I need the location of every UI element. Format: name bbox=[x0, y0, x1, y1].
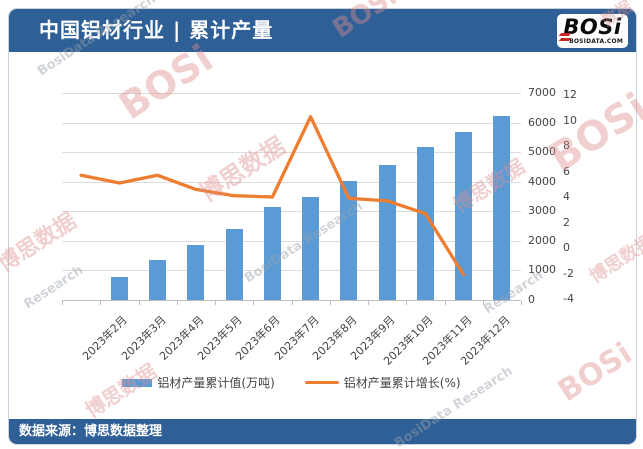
gridline bbox=[62, 211, 521, 212]
x-axis-line bbox=[62, 300, 521, 301]
bar-2023年2月 bbox=[110, 277, 128, 300]
axis-tick bbox=[521, 301, 522, 305]
axis-tick bbox=[138, 301, 140, 305]
gridline bbox=[62, 93, 521, 94]
gridline bbox=[62, 123, 521, 124]
growth-line bbox=[79, 115, 466, 277]
brand-logo: BOSi BOSIDATA.COM bbox=[557, 14, 628, 48]
value-axis-label: 6000 bbox=[528, 115, 556, 129]
legend-item-bar: 铝材产量累计值(万吨) bbox=[122, 374, 275, 391]
axis-tick bbox=[291, 301, 293, 305]
value-axis-label: 2000 bbox=[528, 233, 556, 247]
legend: 铝材产量累计值(万吨) 铝材产量累计增长(%) bbox=[62, 374, 521, 391]
percent-axis-label: 12 bbox=[563, 88, 577, 101]
percent-axis-label: -2 bbox=[563, 266, 574, 280]
percent-axis-label: 4 bbox=[563, 190, 570, 203]
bar-2023年12月 bbox=[493, 115, 511, 300]
legend-item-line: 铝材产量累计增长(%) bbox=[304, 374, 461, 391]
percent-axis-label: 10 bbox=[563, 113, 577, 127]
axis-tick bbox=[253, 301, 255, 305]
value-axis-label: 5000 bbox=[528, 145, 556, 159]
legend-label-bar: 铝材产量累计值(万吨) bbox=[157, 376, 275, 390]
axis-tick bbox=[406, 301, 408, 305]
bar-2023年4月 bbox=[187, 244, 205, 300]
bar-2023年11月 bbox=[455, 132, 473, 300]
value-axis-label: 0 bbox=[528, 293, 535, 306]
percent-axis-label: -4 bbox=[563, 292, 574, 305]
value-axis-label: 4000 bbox=[528, 174, 556, 188]
axis-tick bbox=[62, 301, 63, 305]
gridline bbox=[62, 152, 521, 153]
percent-axis-label: 0 bbox=[563, 241, 570, 254]
footer-band: 数据来源：博思数据整理 bbox=[9, 419, 636, 444]
axis-tick bbox=[100, 301, 102, 305]
growth-line-chart bbox=[79, 115, 466, 277]
bar-2023年10月 bbox=[416, 147, 434, 300]
gridline bbox=[62, 270, 521, 271]
bar-2023年6月 bbox=[263, 207, 281, 300]
percent-axis-label: 8 bbox=[563, 139, 570, 152]
bar-2023年7月 bbox=[302, 197, 320, 300]
axis-tick bbox=[482, 301, 484, 305]
axis-tick bbox=[329, 301, 331, 305]
data-source-text: 数据来源：博思数据整理 bbox=[19, 424, 163, 439]
gridline bbox=[62, 182, 521, 183]
percent-axis-label: 2 bbox=[563, 215, 570, 229]
legend-label-line: 铝材产量累计增长(%) bbox=[343, 376, 461, 390]
page-title: 中国铝材行业 | 累计产量 bbox=[39, 18, 274, 42]
axis-tick bbox=[215, 301, 216, 305]
value-axis-label: 7000 bbox=[528, 86, 556, 99]
percent-axis-label: 6 bbox=[563, 164, 570, 178]
logo-text: BOSi bbox=[563, 15, 622, 39]
bar-2023年5月 bbox=[225, 229, 243, 300]
chart-panel: 中国铝材行业 | 累计产量 BOSi BOSIDATA.COM 0 1000 200… bbox=[8, 8, 637, 445]
gridline bbox=[62, 241, 521, 242]
axis-tick bbox=[368, 301, 369, 305]
bar-2023年3月 bbox=[149, 259, 167, 300]
logo-subtext: BOSIDATA.COM bbox=[569, 38, 623, 45]
legend-swatch-bar bbox=[122, 378, 153, 387]
axis-tick bbox=[176, 301, 178, 305]
value-axis-label: 1000 bbox=[528, 263, 556, 277]
header-band: 中国铝材行业 | 累计产量 BOSi BOSIDATA.COM bbox=[9, 9, 636, 52]
legend-swatch-line bbox=[304, 380, 339, 385]
axis-tick bbox=[444, 301, 446, 305]
bar-2023年8月 bbox=[340, 181, 358, 300]
plot-area: 0 1000 2000 3000 4000 5000 6000 7000 -4 -2 0 2 4 6 8 10… bbox=[9, 9, 636, 444]
value-axis-label: 3000 bbox=[528, 204, 556, 218]
